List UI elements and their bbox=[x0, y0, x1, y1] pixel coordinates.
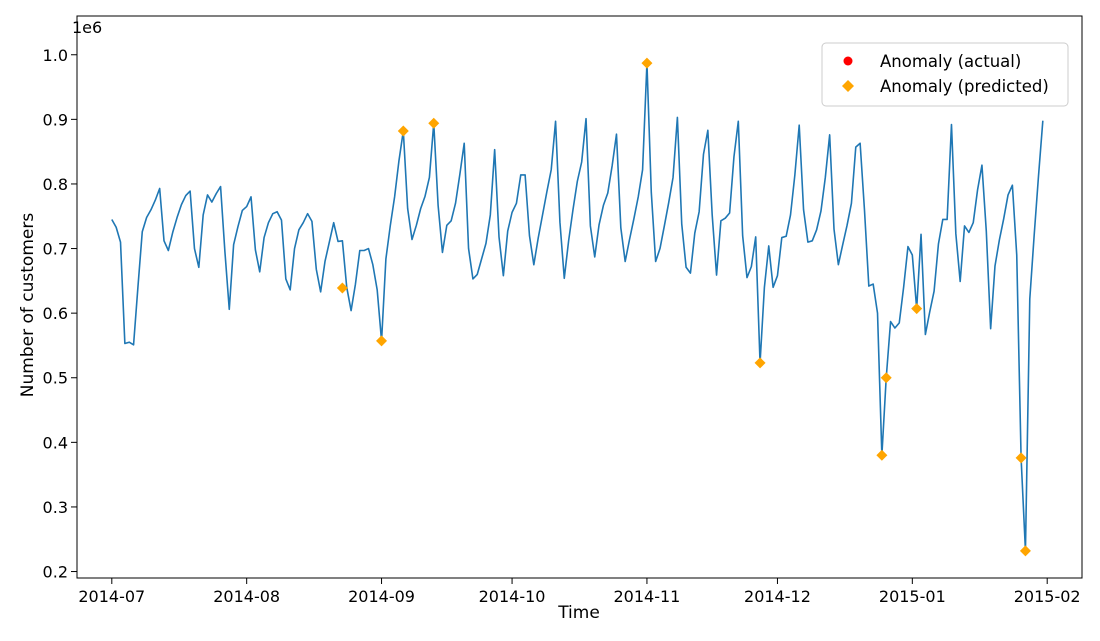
y-tick-label: 0.6 bbox=[43, 304, 68, 323]
marker-layer bbox=[336, 57, 1031, 557]
y-tick-label: 0.3 bbox=[43, 498, 68, 517]
plot-frame bbox=[76, 15, 1083, 579]
x-tick-label: 2014-11 bbox=[614, 587, 681, 606]
x-tick-label: 2014-12 bbox=[744, 587, 811, 606]
anomaly-predicted-point bbox=[397, 125, 409, 137]
anomaly-predicted-point bbox=[1019, 545, 1031, 557]
x-axis-label: Time bbox=[557, 603, 600, 623]
x-tick-label: 2014-10 bbox=[479, 587, 546, 606]
anomaly-predicted-point bbox=[876, 449, 888, 461]
legend-box bbox=[821, 42, 1069, 107]
x-tick-label: 2015-01 bbox=[879, 587, 946, 606]
x-tick-label: 2014-08 bbox=[213, 587, 280, 606]
anomaly-predicted-point bbox=[428, 117, 440, 129]
series-layer bbox=[111, 62, 1044, 552]
legend-actual-marker bbox=[843, 56, 853, 66]
anomaly-predicted-point bbox=[880, 372, 892, 384]
legend-predicted-label: Anomaly (predicted) bbox=[880, 77, 1049, 96]
legend-predicted-marker bbox=[842, 80, 854, 92]
x-tick-label: 2015-02 bbox=[1014, 587, 1081, 606]
y-tick-label: 0.4 bbox=[43, 433, 68, 452]
anomaly-predicted-point bbox=[1015, 452, 1027, 464]
y-tick-label: 0.5 bbox=[43, 369, 68, 388]
anomaly-predicted-point bbox=[336, 282, 348, 294]
y-tick-label: 0.7 bbox=[43, 240, 68, 259]
x-tick-label: 2014-07 bbox=[78, 587, 145, 606]
legend: Anomaly (actual) Anomaly (predicted) bbox=[821, 42, 1069, 107]
anomaly-predicted-point bbox=[754, 357, 766, 369]
y-tick-label: 1.0 bbox=[43, 46, 68, 65]
anomaly-predicted-point bbox=[641, 57, 653, 69]
y-offset-label: 1e6 bbox=[72, 18, 102, 37]
y-tick-label: 0.2 bbox=[43, 563, 68, 582]
anomaly-predicted-point bbox=[376, 335, 388, 347]
y-tick-label: 0.8 bbox=[43, 175, 68, 194]
axes-layer: 0.2 0.3 0.4 0.5 0.6 0.7 0.8 0.9 1.0 2014-07 2014-0… bbox=[43, 15, 1083, 606]
x-tick-label: 2014-09 bbox=[348, 587, 415, 606]
anomaly-predicted-point bbox=[911, 303, 923, 315]
y-tick-label: 0.9 bbox=[43, 110, 68, 129]
legend-actual-label: Anomaly (actual) bbox=[880, 52, 1021, 71]
series-line bbox=[111, 62, 1044, 552]
y-axis-label: Number of customers bbox=[18, 213, 38, 398]
